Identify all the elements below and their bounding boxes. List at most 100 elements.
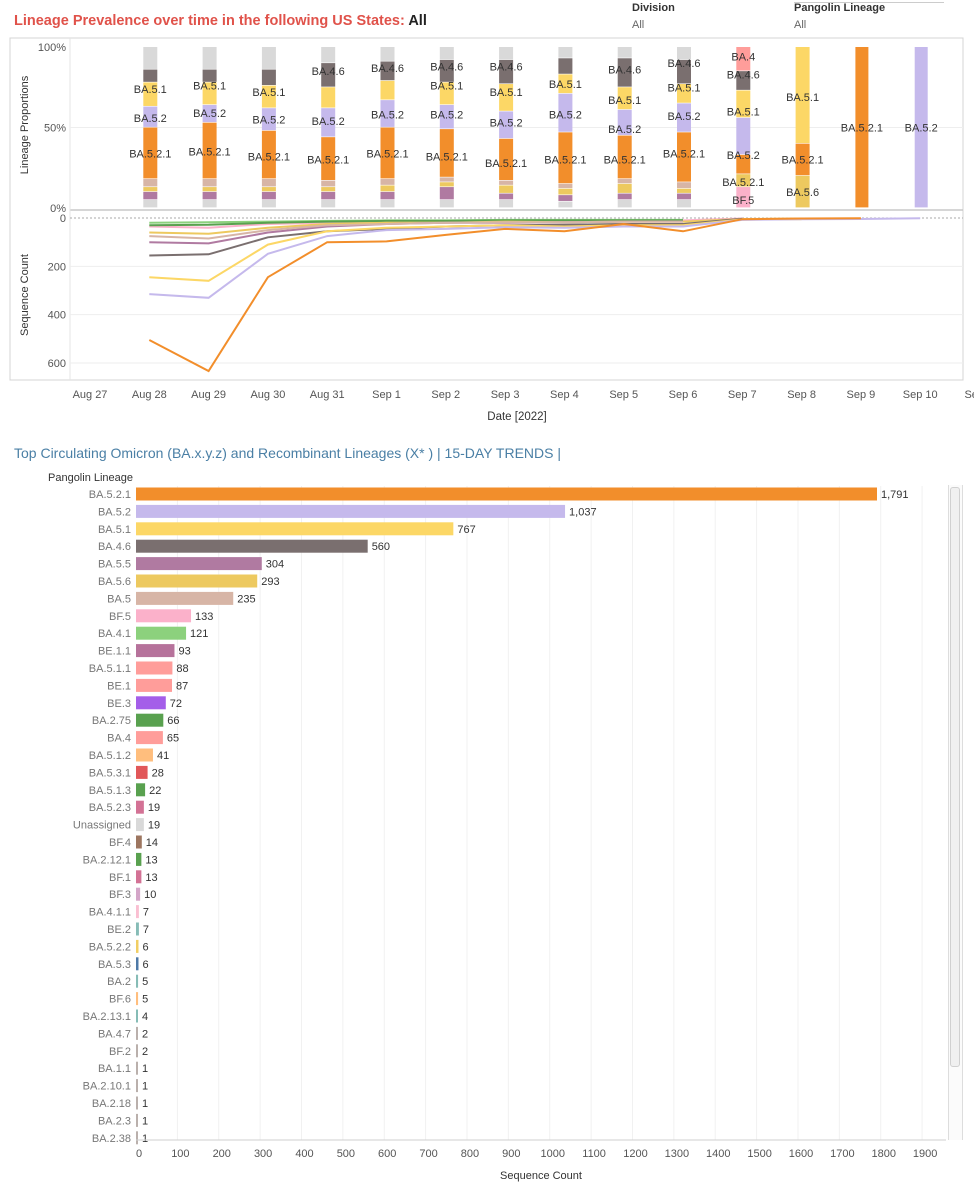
proportion-segment-label: BA.5.2.1 (366, 148, 408, 160)
proportion-segment-label: BA.5.1 (430, 81, 463, 93)
scrollbar-thumb[interactable] (950, 487, 960, 1067)
date-tick: Aug 30 (250, 389, 285, 401)
hbar-category-label: BE.2 (107, 924, 131, 936)
hbar-x-tick: 1900 (913, 1148, 937, 1160)
hbar-category-label: BA.5.5 (98, 559, 131, 571)
proportion-segment (736, 90, 751, 118)
proportion-segment (202, 187, 217, 192)
hbar-bar (136, 713, 164, 727)
hbar-category-label: BF.5 (109, 611, 131, 623)
hbar-x-tick: 1300 (665, 1148, 689, 1160)
date-tick: Sep 7 (728, 389, 757, 401)
hbar-value-label: 19 (148, 820, 160, 832)
hbar-x-ticks: 0 100 200 300 400 500 600 700 800 900 1000 1100 1200… (136, 1148, 937, 1160)
proportion-segment (558, 58, 573, 74)
proportion-segment (380, 100, 395, 127)
proportion-segment (677, 47, 691, 60)
proportion-segment (143, 82, 158, 106)
hbar-category-label: BF.4 (109, 837, 131, 849)
proportion-segment (736, 187, 751, 208)
proportion-segment-label: BA.5.1 (667, 82, 700, 94)
hbar-value-label: 19 (148, 802, 160, 814)
hbar-bar (136, 992, 139, 1006)
proportion-segment-label: BA.4.6 (371, 63, 404, 75)
filter-divider (794, 2, 944, 3)
proportion-segment (558, 195, 573, 201)
hbar-category-label: BA.2.75 (92, 715, 131, 727)
proportion-bars (143, 47, 928, 208)
proportion-segment-label: BA.5.2.1 (722, 177, 764, 189)
proportion-segment (321, 108, 336, 137)
proportion-segment (321, 87, 336, 108)
proportion-segment (736, 174, 751, 187)
proportion-segment (321, 191, 336, 200)
proportion-segment-label: BA.5.2.1 (544, 155, 586, 167)
hbar-value-label: 66 (167, 715, 179, 727)
hbar-value-label: 1 (142, 1081, 148, 1093)
proportion-segment (439, 177, 454, 182)
hbar-category-label: BA.5.2.1 (89, 489, 131, 501)
proportion-segment (795, 175, 810, 208)
proportion-segment (677, 84, 691, 103)
pangolin-filter[interactable]: Pangolin Lineage All (794, 2, 944, 31)
hbar-category-label: BA.4.6 (98, 541, 131, 553)
hbar-bar (136, 905, 139, 919)
proportion-segment (439, 104, 454, 129)
hbar-category-label: BA.5.3.1 (89, 767, 131, 779)
hbar-bar (136, 1026, 138, 1040)
pangolin-lineage-header: Pangolin Lineage (48, 472, 134, 484)
pangolin-filter-value[interactable]: All (794, 19, 807, 31)
proportion-segment (202, 82, 217, 105)
proportion-segment (617, 193, 632, 200)
hbar-category-label: BE.3 (107, 698, 131, 710)
proportion-segment (261, 191, 276, 200)
proportion-segment (736, 154, 751, 174)
hbar-bar (136, 870, 142, 884)
hbar-x-tick: 400 (295, 1148, 313, 1160)
proportion-segment (261, 179, 276, 187)
proportion-segment (439, 129, 454, 177)
hbar-value-label: 2 (142, 1046, 148, 1058)
hbar-bar (136, 957, 139, 971)
proportion-segment (499, 47, 514, 60)
proportion-segment-label: BA.4.6 (667, 58, 700, 70)
date-x-label: Date [2022] (487, 411, 546, 423)
proportion-segment (143, 179, 158, 187)
proportion-segment (558, 93, 573, 132)
proportion-segment-label: BA.4.6 (727, 69, 760, 81)
hbar-bar (136, 626, 187, 640)
proportion-segment (914, 47, 928, 208)
title-prefix: Lineage Prevalence over time in the foll… (14, 13, 405, 29)
proportion-segment (321, 47, 336, 63)
division-filter[interactable]: Division All (632, 2, 762, 31)
proportion-segment (380, 199, 395, 208)
proportion-segment (321, 180, 336, 187)
proportion-segment-label: BA.5.2.1 (485, 158, 527, 170)
proportion-segment-label: BA.5.2 (608, 124, 641, 136)
proportion-y-label: Lineage Proportions (19, 75, 31, 174)
proportion-segment (736, 71, 751, 90)
proportion-segment (677, 199, 691, 208)
lineage-prevalence-chart: BA.5.2.1 BA.5.2 BA.5.1 BA.5.2.1 BA.5.2 BA.5.1… (9, 37, 974, 423)
hbar-value-label: 1 (142, 1133, 148, 1145)
hbar-category-label: Unassigned (73, 820, 131, 832)
proportion-segment (855, 47, 869, 208)
proportion-segment-label: BA.5.1 (786, 92, 819, 104)
proportion-segment-label: BA.5.2.1 (781, 155, 823, 167)
hbar-category-label: BA.1.1 (98, 1063, 131, 1075)
hbar-value-label: 560 (372, 541, 390, 553)
hbar-value-label: 72 (170, 698, 182, 710)
hbar-value-label: 6 (142, 941, 148, 953)
proportion-segment-label: BA.5.2.1 (841, 123, 883, 135)
proportion-segment (736, 117, 751, 155)
hbar-x-tick: 600 (378, 1148, 396, 1160)
date-tick: Sep 3 (491, 389, 520, 401)
date-tick: Aug 28 (132, 389, 167, 401)
hbar-x-tick: 1600 (789, 1148, 813, 1160)
hbar-x-tick: 1200 (623, 1148, 647, 1160)
division-filter-value[interactable]: All (632, 19, 645, 31)
proportion-segment (380, 179, 395, 185)
proportion-segment-label: BA.5.2 (193, 108, 226, 120)
hbar-bar (136, 644, 175, 658)
